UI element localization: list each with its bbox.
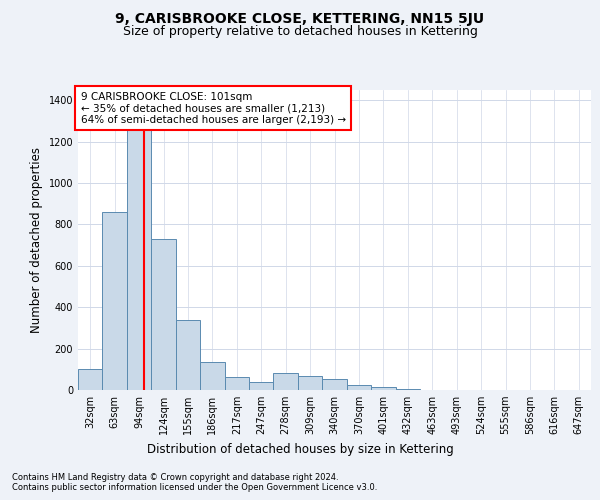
- Text: Contains HM Land Registry data © Crown copyright and database right 2024.: Contains HM Land Registry data © Crown c…: [12, 472, 338, 482]
- Bar: [151, 239, 176, 390]
- Text: 9 CARISBROOKE CLOSE: 101sqm
← 35% of detached houses are smaller (1,213)
64% of : 9 CARISBROOKE CLOSE: 101sqm ← 35% of det…: [80, 92, 346, 124]
- Text: Contains public sector information licensed under the Open Government Licence v3: Contains public sector information licen…: [12, 484, 377, 492]
- Y-axis label: Number of detached properties: Number of detached properties: [30, 147, 43, 333]
- Bar: [176, 320, 200, 390]
- Text: Size of property relative to detached houses in Kettering: Size of property relative to detached ho…: [122, 25, 478, 38]
- Text: 9, CARISBROOKE CLOSE, KETTERING, NN15 5JU: 9, CARISBROOKE CLOSE, KETTERING, NN15 5J…: [115, 12, 485, 26]
- Bar: [249, 382, 274, 390]
- Text: Distribution of detached houses by size in Kettering: Distribution of detached houses by size …: [146, 442, 454, 456]
- Bar: [274, 374, 298, 390]
- Bar: [103, 212, 127, 390]
- Bar: [298, 376, 322, 390]
- Bar: [347, 385, 371, 390]
- Bar: [78, 370, 103, 390]
- Bar: [200, 362, 224, 390]
- Bar: [127, 113, 151, 390]
- Bar: [322, 378, 347, 390]
- Bar: [371, 387, 395, 390]
- Bar: [224, 376, 249, 390]
- Bar: [395, 389, 420, 390]
